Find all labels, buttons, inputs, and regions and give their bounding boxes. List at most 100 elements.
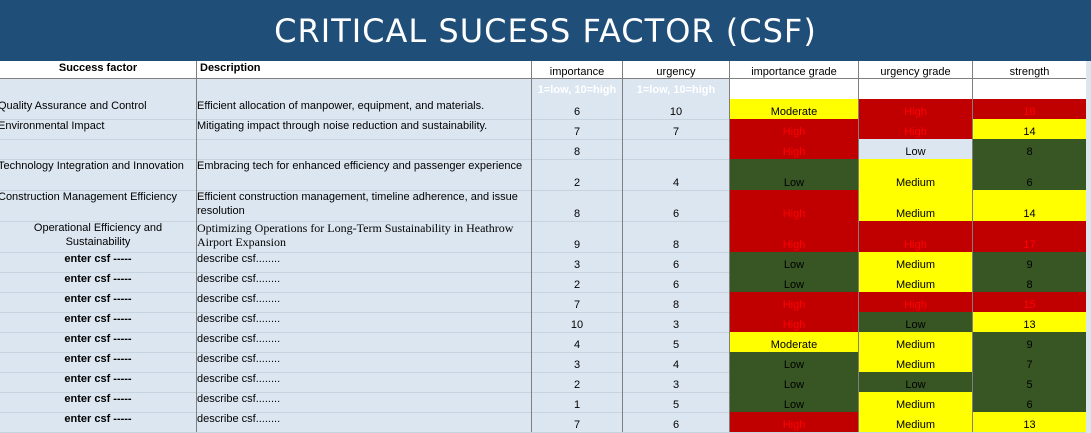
urgency-grade-cell: Medium bbox=[858, 190, 972, 221]
urgency-cell: 8 bbox=[622, 292, 729, 312]
urgency-cell: 7 bbox=[622, 119, 729, 139]
importance-grade-cell: Low bbox=[729, 392, 858, 412]
strength-cell: 14 bbox=[972, 190, 1086, 221]
success-factor-cell-value: enter csf ----- bbox=[64, 353, 132, 365]
description-cell-value: describe csf........ bbox=[197, 353, 281, 365]
success-factor-cell: Construction Management Efficiency bbox=[0, 190, 196, 221]
description-cell: describe csf........ bbox=[196, 352, 531, 372]
description-cell: Mitigating impact through noise reductio… bbox=[196, 119, 531, 139]
urgency-grade-cell-value: Medium bbox=[895, 419, 936, 431]
importance-cell: 3 bbox=[531, 252, 622, 272]
success-factor-cell: Environmental Impact bbox=[0, 119, 196, 139]
description-cell-value: describe csf........ bbox=[197, 313, 281, 325]
success-factor-cell-value: enter csf ----- bbox=[64, 253, 132, 265]
strength-cell: 6 bbox=[972, 392, 1086, 412]
success-factor-cell-value: Environmental Impact bbox=[0, 120, 105, 132]
table-header: Success factor Description importance ur… bbox=[0, 61, 1086, 79]
importance-cell: 7 bbox=[531, 412, 622, 432]
success-factor-cell: Technology Integration and Innovation bbox=[0, 159, 196, 190]
urgency-cell-value: 3 bbox=[672, 379, 680, 391]
header-success-factor: Success factor bbox=[58, 62, 138, 74]
description-cell: describe csf........ bbox=[196, 392, 531, 412]
description-cell bbox=[196, 139, 531, 159]
urgency-grade-cell: Low bbox=[858, 139, 972, 159]
success-factor-cell: enter csf ----- bbox=[0, 252, 196, 272]
success-factor-cell: enter csf ----- bbox=[0, 392, 196, 412]
urgency-cell: 10 bbox=[622, 99, 729, 119]
importance-grade-cell-value: Low bbox=[783, 379, 805, 391]
importance-grade-cell: High bbox=[729, 139, 858, 159]
strength-cell: 5 bbox=[972, 372, 1086, 392]
description-cell-value: describe csf........ bbox=[197, 293, 281, 305]
urgency-grade-cell-value: Low bbox=[905, 379, 926, 391]
importance-grade-cell: Low bbox=[729, 372, 858, 392]
strength-cell: 15 bbox=[972, 292, 1086, 312]
description-cell-value: Mitigating impact through noise reductio… bbox=[197, 120, 488, 132]
description-cell: describe csf........ bbox=[196, 272, 531, 292]
urgency-grade-cell: High bbox=[858, 99, 972, 119]
importance-grade-cell-value: High bbox=[782, 419, 806, 431]
importance-grade-cell: High bbox=[729, 292, 858, 312]
table-row: 8 High Low 8 bbox=[0, 139, 1086, 160]
table-row: Quality Assurance and Control Efficient a… bbox=[0, 99, 1086, 120]
success-factor-cell-value: enter csf ----- bbox=[64, 313, 132, 325]
table-row: Environmental Impact Mitigating impact th… bbox=[0, 119, 1086, 140]
urgency-grade-cell-value: Medium bbox=[895, 177, 936, 189]
importance-grade-cell: Low bbox=[729, 272, 858, 292]
strength-cell-value: 6 bbox=[1026, 177, 1033, 189]
strength-cell: 9 bbox=[972, 252, 1086, 272]
scale-row: 1=low, 10=high 1=low, 10=high bbox=[0, 79, 1086, 99]
importance-grade-cell-value: Low bbox=[783, 279, 805, 291]
description-cell-value: describe csf........ bbox=[197, 413, 281, 425]
importance-grade-cell: Low bbox=[729, 352, 858, 372]
description-cell: describe csf........ bbox=[196, 292, 531, 312]
urgency-cell-value: 6 bbox=[672, 208, 680, 220]
table-row: enter csf ----- describe csf........ 7 8 Hig… bbox=[0, 292, 1086, 313]
urgency-cell-value: 6 bbox=[672, 419, 680, 431]
success-factor-cell-value: enter csf ----- bbox=[64, 373, 132, 385]
success-factor-cell: Quality Assurance and Control bbox=[0, 99, 196, 119]
strength-cell-value: 8 bbox=[1026, 279, 1033, 291]
importance-grade-cell-value: High bbox=[782, 239, 806, 251]
importance-grade-cell: High bbox=[729, 412, 858, 432]
table-row: enter csf ----- describe csf........ 4 5 Mod… bbox=[0, 332, 1086, 353]
description-cell-value: Embracing tech for enhanced efficiency a… bbox=[197, 160, 523, 172]
importance-cell-value: 3 bbox=[573, 359, 581, 371]
strength-cell-value: 13 bbox=[1023, 419, 1036, 431]
urgency-grade-cell-value: High bbox=[904, 106, 927, 118]
success-factor-cell-value: Construction Management Efficiency bbox=[0, 191, 177, 203]
strength-cell: 7 bbox=[972, 352, 1086, 372]
importance-grade-cell-value: Moderate bbox=[770, 106, 818, 118]
strength-cell: 8 bbox=[972, 139, 1086, 159]
urgency-grade-cell-value: Medium bbox=[895, 259, 936, 271]
importance-grade-cell: Low bbox=[729, 159, 858, 190]
strength-cell: 13 bbox=[972, 312, 1086, 332]
urgency-cell-value: 4 bbox=[672, 359, 680, 371]
importance-cell-value: 8 bbox=[573, 146, 581, 158]
table-row: enter csf ----- describe csf........ 3 6 Low… bbox=[0, 252, 1086, 273]
importance-grade-cell-value: High bbox=[782, 319, 806, 331]
urgency-grade-cell: Medium bbox=[858, 352, 972, 372]
urgency-scale-note: 1=low, 10=high bbox=[622, 79, 729, 99]
strength-cell: 14 bbox=[972, 119, 1086, 139]
importance-grade-cell-value: High bbox=[782, 208, 806, 220]
importance-cell-value: 8 bbox=[573, 208, 581, 220]
description-cell-value: Optimizing Operations for Long-Term Sust… bbox=[197, 221, 514, 249]
success-factor-cell: enter csf ----- bbox=[0, 372, 196, 392]
importance-cell-value: 1 bbox=[573, 399, 581, 411]
urgency-cell-value: 5 bbox=[672, 339, 680, 351]
strength-cell-value: 15 bbox=[1023, 299, 1036, 311]
urgency-grade-cell: Medium bbox=[858, 252, 972, 272]
description-cell-value: describe csf........ bbox=[197, 273, 281, 285]
success-factor-cell-value: enter csf ----- bbox=[64, 273, 132, 285]
urgency-grade-cell-value: High bbox=[904, 239, 927, 251]
urgency-cell-value: 8 bbox=[672, 299, 680, 311]
strength-cell-value: 7 bbox=[1026, 359, 1033, 371]
header-strength: strength bbox=[972, 61, 1086, 78]
importance-cell: 2 bbox=[531, 159, 622, 190]
importance-cell: 1 bbox=[531, 392, 622, 412]
importance-grade-cell: High bbox=[729, 190, 858, 221]
importance-cell-value: 7 bbox=[573, 419, 581, 431]
description-cell-value: describe csf........ bbox=[197, 373, 281, 385]
strength-cell: 16 bbox=[972, 99, 1086, 119]
